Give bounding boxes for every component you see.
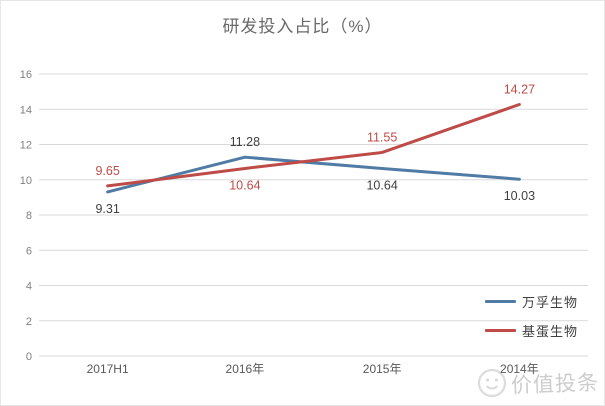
y-tick-label: 0	[26, 351, 32, 363]
x-axis-label: 2015年	[363, 362, 402, 376]
data-label: 14.27	[504, 82, 535, 96]
x-axis-label: 2017H1	[87, 362, 129, 376]
y-tick-label: 2	[26, 316, 32, 328]
legend-label-jidan: 基蛋生物	[521, 323, 578, 339]
legend-line-red	[484, 328, 516, 332]
data-label: 10.64	[366, 178, 397, 192]
data-label: 11.55	[367, 130, 397, 144]
chart-title: 研发投入占比（%）	[222, 17, 383, 36]
series-line-1	[106, 102, 521, 188]
data-label: 11.28	[230, 135, 260, 149]
y-tick-label: 12	[20, 140, 32, 152]
x-axis-label: 2014年	[500, 362, 539, 376]
legend-item-wanfu: 万孚生物	[484, 292, 578, 310]
data-label: 9.65	[95, 164, 119, 178]
data-label: 10.03	[504, 189, 535, 203]
legend-label-wanfu: 万孚生物	[521, 294, 578, 310]
legend-line-blue	[484, 299, 516, 303]
y-tick-label: 14	[20, 104, 32, 116]
y-tick-label: 8	[26, 210, 32, 222]
data-label: 9.31	[95, 202, 119, 216]
y-tick-label: 4	[26, 281, 32, 293]
data-label: 10.64	[229, 178, 260, 192]
y-tick-label: 6	[26, 245, 32, 257]
y-tick-label: 10	[20, 175, 32, 187]
x-axis-label: 2016年	[226, 362, 265, 376]
y-tick-label: 16	[20, 69, 32, 81]
legend-item-jidan: 基蛋生物	[484, 321, 578, 339]
series-line-0	[106, 155, 521, 194]
legend: 万孚生物 基蛋生物	[484, 292, 578, 339]
